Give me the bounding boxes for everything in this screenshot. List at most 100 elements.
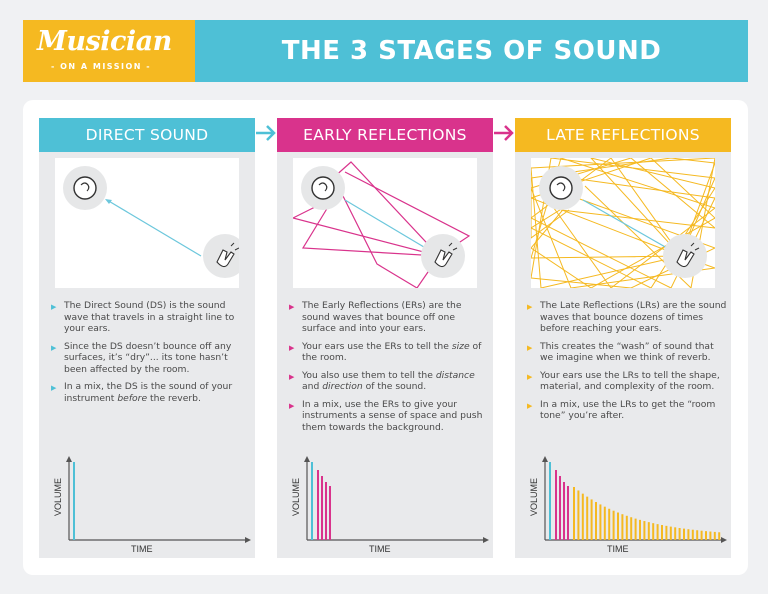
impulse-bar	[665, 525, 668, 540]
impulse-bar	[608, 508, 611, 540]
bullet-marker-icon: ▶	[289, 372, 295, 381]
impulse-bar	[586, 496, 589, 540]
direct-sound-diagram	[55, 158, 247, 288]
arrow-right-icon	[494, 125, 514, 141]
bullet-item: ▶ You also use them to tell the distance …	[289, 370, 489, 393]
bullet-marker-icon: ▶	[289, 303, 295, 311]
bullet-marker-icon: ▶	[289, 401, 295, 410]
bullet-item: ▶ The Direct Sound (DS) is the sound wave…	[51, 300, 251, 335]
bullet-text: the reverb.	[147, 392, 201, 404]
impulse-bar	[661, 525, 663, 540]
bullet-text: Your ears use the LRs to tell the shape,…	[540, 369, 720, 393]
x-axis-label: TIME	[369, 544, 391, 554]
impulse-bar	[652, 523, 655, 540]
bullet-marker-icon: ▶	[289, 343, 295, 352]
impulse-bar	[621, 514, 624, 540]
volume-time-graph: VOLUME TIME	[53, 456, 251, 554]
logo-sub-text: - ON A MISSION -	[51, 62, 152, 71]
bullet-marker-icon: ▶	[527, 343, 533, 352]
column-direct-sound: DIRECT SOUND ▶ The Direct Sound (DS) is t…	[39, 118, 255, 558]
impulse-bar	[73, 462, 75, 540]
volume-time-graph: VOLUME TIME	[291, 456, 489, 554]
impulse-bar	[555, 470, 557, 540]
bullet-text: distance	[435, 369, 475, 381]
direct-ray	[106, 199, 202, 257]
impulse-bar	[617, 512, 619, 540]
logo-main-text: Musician	[37, 26, 172, 57]
bullet-text: The Direct Sound (DS) is the sound wave …	[64, 300, 235, 334]
impulse-bar	[581, 493, 584, 540]
bullet-marker-icon: ▶	[51, 384, 57, 392]
ear-icon	[539, 166, 583, 210]
bullet-text: of the room.	[302, 340, 482, 364]
header-banner: Musician - ON A MISSION - THE 3 STAGES O…	[23, 20, 748, 82]
bullet-item: ▶ In a mix, use the ERs to give your inst…	[289, 399, 489, 434]
clapping-hands-icon	[421, 234, 465, 278]
bullet-text: and	[302, 381, 323, 392]
impulse-bar	[599, 504, 602, 540]
impulse-bar	[691, 529, 694, 540]
impulse-bar	[630, 517, 633, 540]
column-late-reflections: LATE REFLECTIONS	[515, 118, 731, 558]
x-axis-label: TIME	[607, 544, 629, 554]
bullet-item: ▶ Since the DS doesn’t bounce off any sur…	[51, 341, 251, 376]
impulse-bar	[577, 490, 580, 540]
bullet-text: In a mix, use the ERs to give your instr…	[302, 398, 483, 433]
column-title: EARLY REFLECTIONS	[277, 118, 493, 152]
bullet-item: ▶ In a mix, the DS is the sound of your i…	[51, 381, 251, 404]
impulse-bar	[709, 531, 712, 540]
bullet-item: ▶ Your ears use the ERs to tell the size …	[289, 341, 489, 364]
column-title: LATE REFLECTIONS	[515, 118, 731, 152]
impulse-bar	[713, 531, 716, 540]
y-axis-label: VOLUME	[53, 478, 63, 516]
impulse-bar	[563, 482, 565, 540]
impulse-bar	[718, 532, 721, 540]
impulse-bar	[317, 470, 319, 540]
arrow-right-icon	[256, 125, 276, 141]
clapping-hands-icon	[663, 234, 707, 278]
bullet-item: ▶ The Late Reflections (LRs) are the soun…	[527, 300, 727, 335]
bullet-text: size	[451, 340, 470, 352]
impulse-bar	[705, 531, 707, 540]
bullet-marker-icon: ▶	[527, 401, 533, 410]
impulse-bar	[625, 515, 628, 540]
early-reflections-diagram	[291, 158, 477, 289]
impulse-bar	[643, 521, 646, 540]
impulse-bar	[687, 529, 690, 540]
bullet-text: of the sound.	[362, 381, 427, 392]
impulse-bar	[311, 462, 313, 540]
impulse-bar	[639, 519, 641, 540]
impulse-bar	[700, 530, 703, 540]
bullet-item: ▶ Your ears use the LRs to tell the shape…	[527, 370, 727, 393]
ear-icon	[301, 166, 345, 210]
page-title: THE 3 STAGES OF SOUND	[281, 36, 662, 66]
bullet-item: ▶ In a mix, use the LRs to get the “room …	[527, 399, 727, 422]
impulse-bar	[329, 486, 331, 540]
impulse-bar	[647, 522, 650, 540]
bullet-text: This creates the “wash” of sound that we…	[540, 340, 714, 364]
bullet-marker-icon: ▶	[527, 303, 533, 311]
ear-icon	[63, 166, 107, 210]
impulse-bar	[674, 527, 677, 540]
impulse-bar	[683, 528, 685, 540]
impulse-bar	[669, 526, 672, 540]
bullet-text: In a mix, the DS is the sound of your in…	[64, 381, 233, 404]
bullet-text: Your ears use the ERs to tell the	[302, 340, 452, 352]
impulse-bar	[573, 487, 575, 540]
impulse-bar	[549, 462, 551, 540]
impulse-bar	[634, 518, 637, 540]
impulse-bar	[567, 486, 569, 540]
impulse-bar	[656, 524, 659, 540]
bullet-text: You also use them to tell the	[302, 369, 436, 381]
impulse-bar	[678, 527, 681, 540]
bullet-text: The Late Reflections (LRs) are the sound…	[540, 300, 727, 334]
bullet-marker-icon: ▶	[51, 303, 57, 311]
bullet-text: before	[117, 392, 148, 404]
y-axis-label: VOLUME	[291, 478, 301, 516]
impulse-bar	[603, 506, 606, 540]
bullet-text: In a mix, use the LRs to get the “room t…	[540, 398, 716, 422]
impulse-bar	[325, 482, 327, 540]
impulse-bar	[595, 502, 597, 540]
bullet-text: The Early Reflections (ERs) are the soun…	[302, 300, 462, 334]
bullet-item: ▶ The Early Reflections (ERs) are the sou…	[289, 300, 489, 335]
